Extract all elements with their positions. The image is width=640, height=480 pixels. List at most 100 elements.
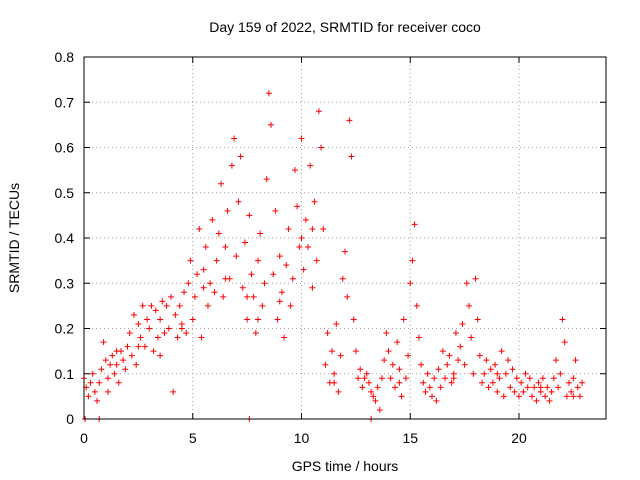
data-point [524, 384, 531, 391]
data-point [344, 293, 351, 300]
data-point [574, 384, 581, 391]
data-point [150, 348, 157, 355]
data-point [542, 393, 549, 400]
data-point [237, 153, 244, 160]
data-point [394, 339, 401, 346]
y-tick-label: 0 [66, 411, 74, 427]
data-point [487, 366, 494, 373]
data-point [104, 388, 111, 395]
data-point [385, 348, 392, 355]
data-point [359, 384, 366, 391]
data-point [215, 230, 222, 237]
data-point [168, 293, 174, 300]
data-point [563, 393, 570, 400]
data-point [398, 393, 405, 400]
data-point [252, 330, 259, 337]
data-point [481, 370, 488, 377]
data-point [328, 348, 335, 355]
data-point [307, 162, 314, 169]
data-point [470, 370, 477, 377]
data-point [537, 384, 544, 391]
data-point [405, 352, 412, 359]
data-point [152, 307, 159, 314]
data-point [207, 280, 214, 287]
data-point [415, 334, 422, 341]
data-point [255, 316, 261, 323]
data-point [200, 284, 207, 291]
data-point [268, 121, 275, 128]
data-point [352, 348, 359, 355]
x-tick-label: 5 [189, 430, 197, 446]
data-point [531, 384, 538, 391]
data-point [355, 375, 362, 382]
data-point [289, 275, 296, 282]
y-axis-label: SRMTID / TECUs [6, 183, 22, 293]
data-point [211, 289, 218, 296]
data-point [544, 384, 551, 391]
y-tick-label: 0.4 [55, 230, 75, 246]
data-point [526, 375, 533, 382]
data-point [174, 334, 181, 341]
data-point [183, 330, 190, 337]
data-point [342, 248, 348, 255]
data-point [296, 244, 303, 251]
data-point [94, 397, 101, 404]
data-point [505, 357, 512, 364]
data-point [468, 334, 475, 341]
data-point [109, 352, 116, 359]
data-point [520, 388, 527, 395]
data-point [509, 366, 516, 373]
data-point [402, 375, 409, 382]
y-tick-label: 0.5 [55, 185, 75, 201]
data-point [407, 280, 414, 287]
data-point [302, 216, 309, 223]
data-point [502, 370, 509, 377]
data-point [376, 406, 383, 413]
data-point [418, 361, 425, 368]
data-point [426, 384, 433, 391]
y-tick-label: 0.6 [55, 140, 75, 156]
data-point [185, 280, 192, 287]
data-point [131, 311, 138, 318]
data-point [457, 343, 464, 350]
data-point [372, 397, 379, 404]
data-point [483, 357, 490, 364]
data-point [539, 375, 546, 382]
data-point [389, 361, 396, 368]
data-point [365, 379, 372, 386]
data-point [126, 330, 133, 337]
data-point [496, 375, 503, 382]
data-point [196, 225, 203, 232]
data-point [474, 316, 481, 323]
data-point [305, 244, 312, 251]
data-point [500, 393, 507, 400]
data-point [202, 244, 209, 251]
data-point [135, 320, 142, 327]
data-point [516, 393, 522, 400]
data-point [165, 325, 172, 332]
data-point [200, 266, 207, 273]
data-point [465, 302, 472, 309]
data-point [298, 135, 305, 142]
data-point [309, 284, 316, 291]
data-point [476, 352, 483, 359]
data-point [566, 379, 573, 386]
data-point [535, 379, 542, 386]
chart-title: Day 159 of 2022, SRMTID for receiver coc… [209, 19, 481, 35]
data-point [546, 397, 553, 404]
data-point [246, 212, 253, 219]
data-point [576, 393, 583, 400]
data-point [157, 316, 164, 323]
data-point [494, 370, 501, 377]
data-point [104, 375, 111, 382]
data-point [439, 348, 446, 355]
data-point [154, 334, 161, 341]
data-point [548, 388, 555, 395]
data-point [363, 370, 370, 377]
data-point [194, 271, 201, 278]
data-point [137, 334, 144, 341]
data-point [102, 357, 109, 364]
data-point [283, 262, 290, 269]
